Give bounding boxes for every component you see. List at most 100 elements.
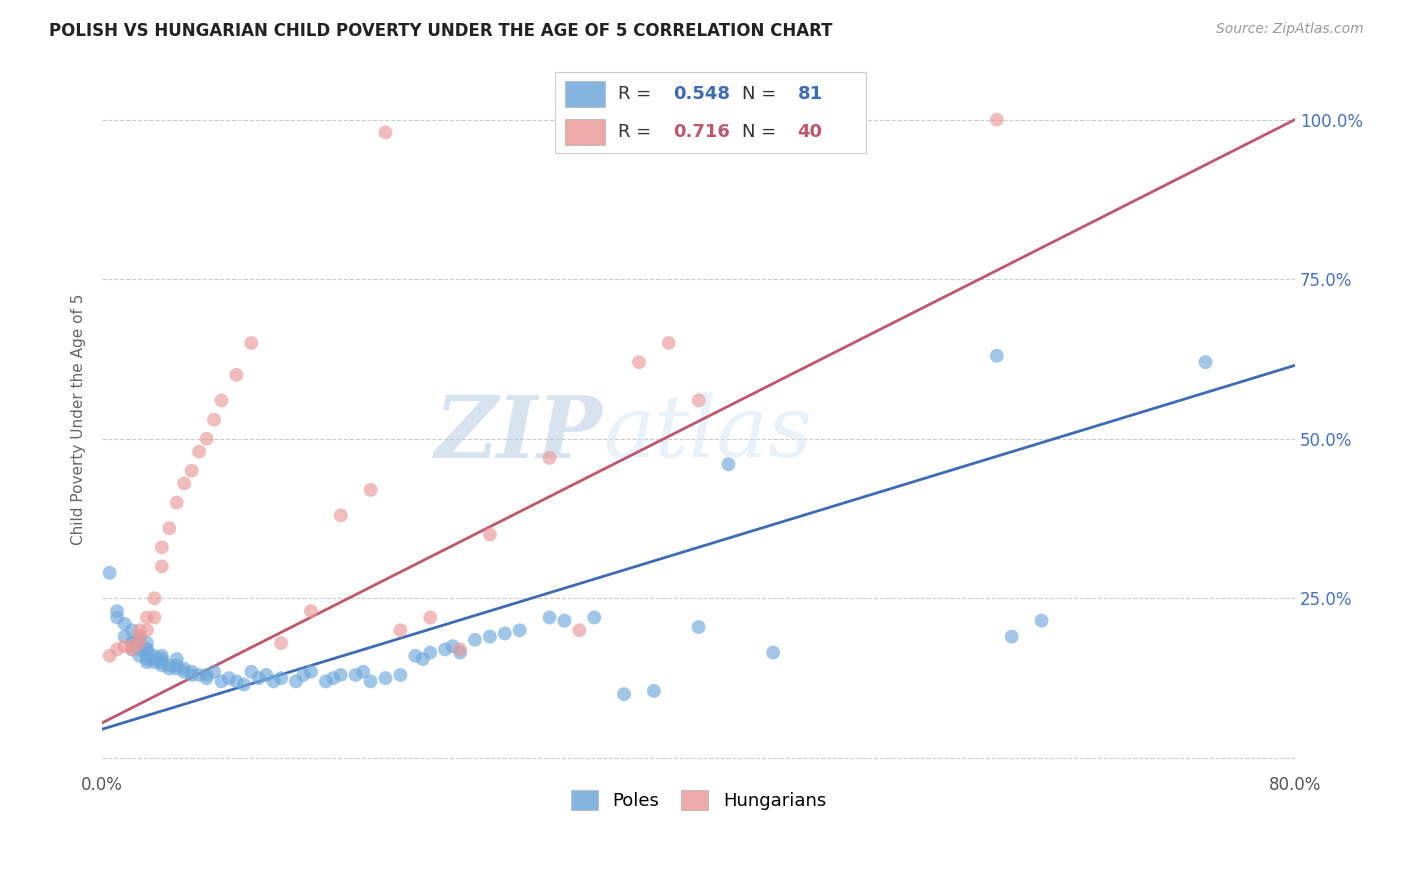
Point bbox=[143, 591, 166, 606]
Point bbox=[128, 636, 150, 650]
Point bbox=[188, 444, 211, 458]
Point bbox=[434, 642, 457, 657]
Point bbox=[195, 668, 218, 682]
Point bbox=[270, 636, 292, 650]
Point bbox=[195, 671, 218, 685]
Point bbox=[173, 662, 195, 676]
Text: POLISH VS HUNGARIAN CHILD POVERTY UNDER THE AGE OF 5 CORRELATION CHART: POLISH VS HUNGARIAN CHILD POVERTY UNDER … bbox=[49, 22, 832, 40]
Point bbox=[128, 630, 150, 644]
Point bbox=[285, 674, 308, 689]
Point bbox=[419, 610, 441, 624]
Point bbox=[762, 112, 785, 127]
Point bbox=[538, 450, 561, 465]
Point bbox=[225, 368, 247, 382]
Point bbox=[329, 508, 352, 523]
Point bbox=[114, 639, 136, 653]
Point bbox=[166, 662, 188, 676]
Point bbox=[150, 658, 173, 673]
Point bbox=[1194, 355, 1216, 369]
Point bbox=[449, 646, 471, 660]
Point bbox=[121, 639, 143, 653]
Point bbox=[202, 412, 225, 426]
Point bbox=[986, 349, 1008, 363]
Point bbox=[128, 630, 150, 644]
Point bbox=[568, 624, 591, 638]
Point bbox=[98, 566, 121, 580]
Point bbox=[553, 614, 575, 628]
Point bbox=[136, 636, 159, 650]
Point bbox=[412, 652, 434, 666]
Point bbox=[143, 610, 166, 624]
Point bbox=[232, 677, 254, 691]
Point bbox=[478, 630, 501, 644]
Text: atlas: atlas bbox=[603, 392, 813, 475]
Point bbox=[105, 642, 128, 657]
Point bbox=[150, 652, 173, 666]
Point bbox=[322, 671, 344, 685]
Point bbox=[121, 624, 143, 638]
Text: Source: ZipAtlas.com: Source: ZipAtlas.com bbox=[1216, 22, 1364, 37]
Point bbox=[344, 668, 367, 682]
Point bbox=[449, 642, 471, 657]
Point bbox=[136, 648, 159, 663]
Point bbox=[583, 610, 606, 624]
Point bbox=[441, 639, 464, 653]
Point bbox=[299, 665, 322, 679]
Point bbox=[464, 632, 486, 647]
Point bbox=[270, 671, 292, 685]
Point bbox=[166, 652, 188, 666]
Point bbox=[389, 624, 412, 638]
Point bbox=[136, 642, 159, 657]
Point bbox=[374, 125, 396, 139]
Point bbox=[105, 610, 128, 624]
Point bbox=[173, 476, 195, 491]
Point bbox=[263, 674, 285, 689]
Point bbox=[986, 112, 1008, 127]
Point bbox=[1031, 614, 1053, 628]
Point bbox=[180, 464, 202, 478]
Point bbox=[658, 336, 681, 351]
Point bbox=[128, 642, 150, 657]
Point bbox=[292, 668, 315, 682]
Point bbox=[315, 674, 337, 689]
Point bbox=[404, 648, 426, 663]
Point bbox=[121, 642, 143, 657]
Point bbox=[157, 662, 180, 676]
Point bbox=[211, 393, 233, 408]
Point bbox=[360, 674, 382, 689]
Point bbox=[143, 648, 166, 663]
Point bbox=[225, 674, 247, 689]
Point bbox=[143, 652, 166, 666]
Y-axis label: Child Poverty Under the Age of 5: Child Poverty Under the Age of 5 bbox=[72, 294, 86, 545]
Point bbox=[180, 668, 202, 682]
Point bbox=[762, 646, 785, 660]
Point bbox=[173, 665, 195, 679]
Point bbox=[254, 668, 277, 682]
Point bbox=[180, 665, 202, 679]
Point bbox=[136, 624, 159, 638]
Point bbox=[166, 658, 188, 673]
Point bbox=[121, 642, 143, 657]
Point bbox=[717, 458, 740, 472]
Point bbox=[188, 668, 211, 682]
Point bbox=[643, 684, 665, 698]
Point bbox=[494, 626, 516, 640]
Point bbox=[509, 624, 531, 638]
Point bbox=[128, 624, 150, 638]
Point bbox=[150, 655, 173, 669]
Point bbox=[128, 636, 150, 650]
Point bbox=[247, 671, 270, 685]
Point bbox=[211, 674, 233, 689]
Point bbox=[121, 636, 143, 650]
Point bbox=[299, 604, 322, 618]
Point bbox=[136, 642, 159, 657]
Point bbox=[166, 495, 188, 509]
Point bbox=[202, 665, 225, 679]
Point bbox=[360, 483, 382, 497]
Point bbox=[419, 646, 441, 660]
Point bbox=[98, 648, 121, 663]
Point bbox=[128, 648, 150, 663]
Point bbox=[218, 671, 240, 685]
Point bbox=[136, 655, 159, 669]
Point bbox=[538, 610, 561, 624]
